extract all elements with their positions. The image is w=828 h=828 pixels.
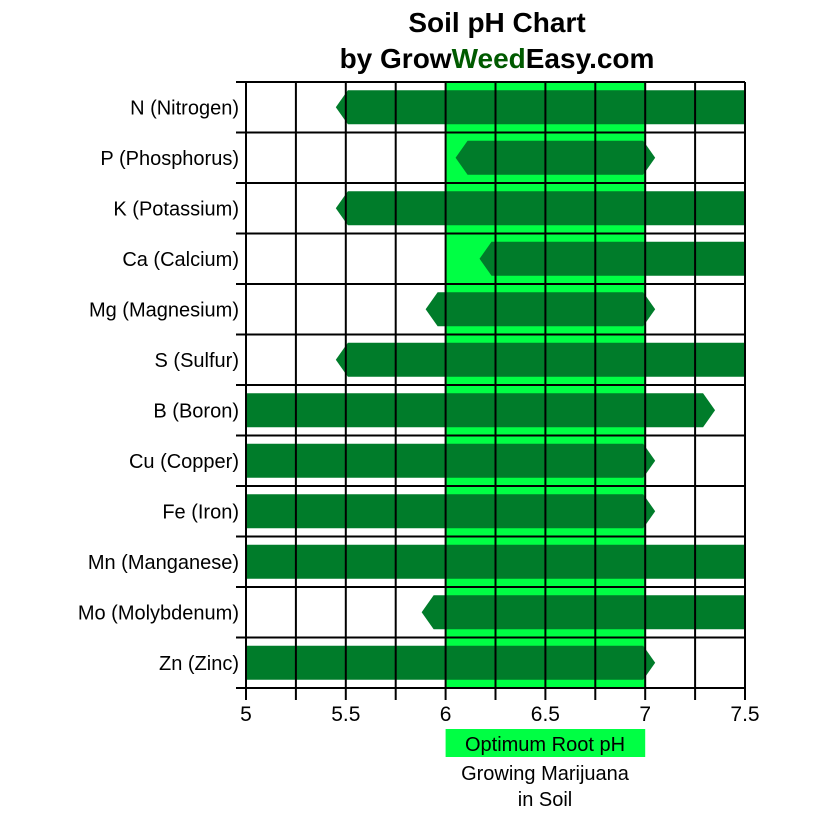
category-label: Zn (Zinc) [159, 653, 239, 675]
category-label: Mg (Magnesium) [89, 299, 239, 321]
bar-10 [421, 595, 745, 630]
chart-title-line1: Soil pH Chart [408, 7, 585, 38]
x-tick-label: 5 [240, 703, 252, 726]
bar-6 [246, 393, 716, 428]
category-label: Mn (Manganese) [88, 552, 239, 574]
band-label-background [445, 729, 646, 757]
category-label: B (Boron) [153, 400, 239, 422]
bar-11 [246, 645, 656, 680]
chart-title-line2: by GrowWeedEasy.com [340, 43, 655, 74]
bar-5 [335, 342, 745, 377]
category-label: K (Potassium) [113, 198, 239, 220]
title-part-grow: by Grow [340, 43, 452, 74]
bar-2 [335, 191, 745, 226]
x-tick-label: 7 [639, 703, 651, 726]
bar-4 [425, 292, 656, 327]
category-label: Ca (Calcium) [122, 249, 239, 271]
band-label: Optimum Root pH [465, 734, 625, 756]
x-tick-label: 6 [440, 703, 452, 726]
category-label: P (Phosphorus) [100, 148, 239, 170]
band-caption-line1: Growing Marijuana [461, 763, 630, 785]
band-caption-line2: in Soil [518, 789, 572, 811]
bar-1 [455, 140, 656, 175]
x-tick-label: 7.5 [730, 703, 759, 726]
bar-3 [479, 241, 745, 276]
category-label: Mo (Molybdenum) [78, 602, 239, 624]
bar-7 [246, 443, 656, 478]
bar-0 [335, 90, 745, 125]
category-label: S (Sulfur) [155, 350, 239, 372]
x-tick-label: 6.5 [531, 703, 560, 726]
category-label: N (Nitrogen) [130, 97, 239, 119]
category-label: Fe (Iron) [162, 501, 239, 523]
bar-8 [246, 494, 656, 529]
title-part-weed: Weed [452, 43, 526, 74]
x-tick-label: 5.5 [331, 703, 360, 726]
title-part-easy: Easy.com [526, 43, 655, 74]
category-label: Cu (Copper) [129, 451, 239, 473]
